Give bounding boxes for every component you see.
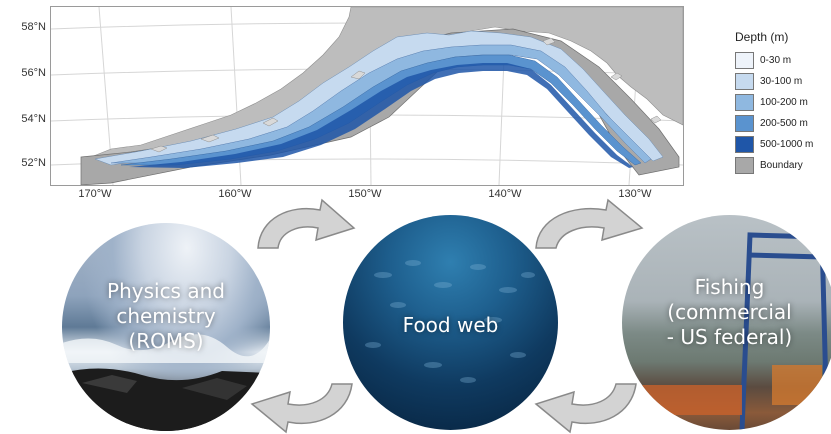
legend-swatch: [735, 73, 754, 90]
lat-label-56: 56°N: [21, 67, 46, 79]
food-web-circle: Food web: [343, 215, 558, 430]
lon-label-130: 130°W: [618, 188, 652, 200]
waves-graphic: [62, 334, 270, 431]
fishing-circle: Fishing (commercial - US federal): [622, 215, 831, 430]
legend-swatch: [735, 157, 754, 174]
legend-swatch: [735, 136, 754, 153]
legend-item: Boundary: [735, 155, 831, 176]
legend-title: Depth (m): [735, 30, 789, 44]
map-graphic: [51, 7, 683, 185]
legend-label: 500-1000 m: [760, 139, 814, 150]
islands: [150, 37, 662, 153]
legend-item: 30-100 m: [735, 71, 831, 92]
legend-label: 0-30 m: [760, 55, 792, 66]
legend-item: 100-200 m: [735, 92, 831, 113]
fish-school-graphic: [365, 260, 535, 383]
alaska-depth-map: [50, 6, 684, 186]
physics-chemistry-circle: Physics and chemistry (ROMS): [62, 223, 270, 431]
legend-label: 200-500 m: [760, 118, 808, 129]
lon-label-140: 140°W: [488, 188, 522, 200]
legend-item: 0-30 m: [735, 50, 831, 71]
lon-label-160: 160°W: [218, 188, 252, 200]
lat-label-54: 54°N: [21, 113, 46, 125]
arrow-fishing-to-foodweb: [534, 383, 637, 434]
legend-label: 100-200 m: [760, 97, 808, 108]
lon-label-150: 150°W: [348, 188, 382, 200]
arrow-foodweb-to-fishing: [535, 198, 644, 249]
legend-swatch: [735, 94, 754, 111]
legend-label: Boundary: [760, 160, 803, 171]
legend-rows: 0-30 m 30-100 m 100-200 m 200-500 m 500-1000…: [735, 50, 831, 176]
legend-swatch: [735, 52, 754, 69]
physics-chemistry-label: Physics and chemistry (ROMS): [107, 279, 225, 353]
food-web-label: Food web: [402, 313, 499, 337]
lon-label-170: 170°W: [78, 188, 112, 200]
arrow-physics-to-foodweb: [257, 198, 356, 249]
lat-label-52: 52°N: [21, 157, 46, 169]
fishing-label: Fishing (commercial - US federal): [666, 275, 793, 349]
legend-item: 500-1000 m: [735, 134, 831, 155]
legend-item: 200-500 m: [735, 113, 831, 134]
legend-swatch: [735, 115, 754, 132]
lat-label-58: 58°N: [21, 21, 46, 33]
arrow-foodweb-to-physics: [250, 383, 353, 434]
legend-label: 30-100 m: [760, 76, 803, 87]
depth-legend: Depth (m) 0-30 m 30-100 m 100-200 m 200-500…: [735, 30, 831, 176]
vessel-graphic: [642, 232, 830, 430]
